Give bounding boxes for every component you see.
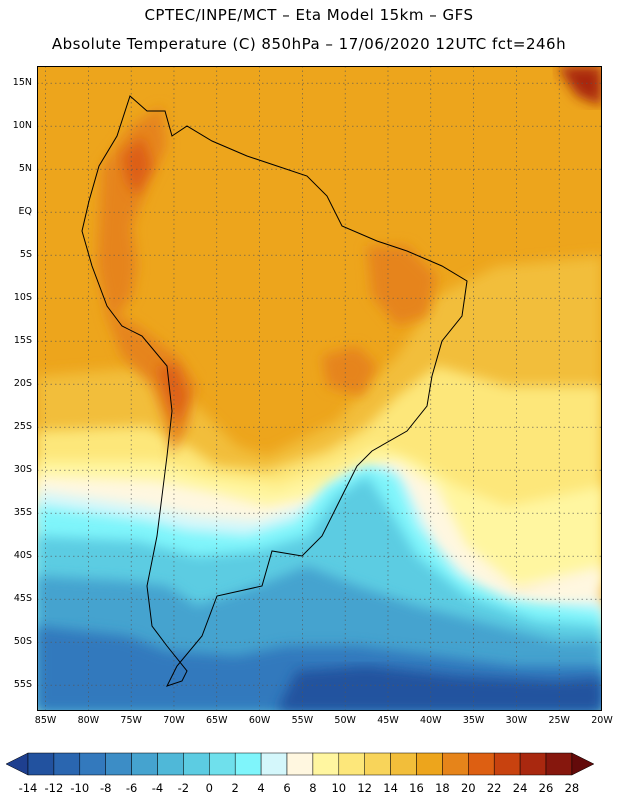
colorbar-tick-label: 0 [205,781,213,795]
map-title-line-2: Absolute Temperature (C) 850hPa – 17/06/… [51,35,567,53]
colorbar-swatch [131,752,158,776]
field-20-22-northeast [322,246,437,396]
lon-tick-label: 75W [120,715,142,726]
colorbar-tick-label: -14 [18,781,38,795]
colorbar-tick-label: 4 [257,781,265,795]
lon-tick-label: 40W [420,715,442,726]
lat-tick-label: 10S [13,292,32,304]
lon-tick-label: 70W [163,715,185,726]
colorbar-tick-label: 20 [460,781,476,795]
lat-tick-label: EQ [18,206,32,218]
colorbar-swatch [234,752,262,776]
colorbar-swatch [53,752,81,776]
colorbar-tick-label: 14 [383,781,398,795]
colorbar-tick-label: -4 [151,781,164,795]
colorbar-swatch [390,752,417,776]
colorbar-tick-label: 18 [435,781,450,795]
colorbar-tick-label: -10 [70,781,90,795]
lat-tick-label: 35S [13,507,32,519]
lat-tick-label: 55S [13,679,32,691]
colorbar-tick-label: 16 [409,781,424,795]
lon-tick-label: 65W [206,715,228,726]
colorbar-low-arrow [6,752,29,776]
lat-tick-label: 20S [13,378,32,390]
lat-tick-label: 15N [12,77,32,89]
colorbar-tick-label: 12 [357,781,372,795]
colorbar-swatch [183,752,210,776]
colorbar-swatch [493,752,521,776]
lat-tick-label: 45S [13,593,32,605]
colorbar-tick-label: -2 [177,781,190,795]
colorbar-swatch [519,752,547,776]
colorbar-tick-label: 24 [512,781,528,795]
colorbar-tick-label: -6 [125,781,138,795]
colorbar-swatch [286,752,314,776]
colorbar-swatch [468,752,495,776]
colorbar-tick-label: 22 [486,781,502,795]
south-america-coastline [81,95,468,687]
colorbar-swatch [209,752,236,776]
lat-tick-label: 5S [19,249,32,261]
lon-tick-label: 55W [291,715,314,726]
colorbar-high-arrow [571,752,595,776]
colorbar-swatch [27,752,55,776]
lon-tick-label: 50W [334,715,356,726]
colorbar-swatch [79,752,106,776]
colorbar-swatch [545,752,573,776]
lon-tick-label: 60W [248,715,271,726]
colorbar-tick-label: 2 [231,781,239,795]
colorbar-swatch [338,752,365,776]
colorbar-swatch [260,752,288,776]
colorbar-swatch [442,752,469,776]
lat-tick-label: 15S [13,335,32,347]
colorbar-tick-label: -8 [99,781,112,795]
map-title-line-1: CPTEC/INPE/MCT – Eta Model 15km – GFS [144,6,474,24]
colorbar-swatch [416,752,443,776]
lon-tick-label: 85W [34,715,57,726]
colorbar-swatch [157,752,184,776]
lon-tick-label: 35W [462,715,485,726]
field-22-24-andes [122,136,187,426]
lat-tick-label: 50S [13,636,32,648]
colorbar-swatch [105,752,132,776]
colorbar-tick-label: 8 [309,781,317,795]
lon-tick-label: 45W [377,715,399,726]
lat-tick-label: 10N [12,120,32,132]
temperature-colorbar [6,752,595,776]
lat-tick-label: 25S [13,421,32,433]
colorbar-tick-label: -12 [44,781,64,795]
colorbar-tick-label: 26 [538,781,554,795]
lon-tick-label: 30W [505,715,528,726]
lat-tick-label: 30S [13,464,32,476]
field-12-16-band [37,366,602,576]
temperature-map [37,66,602,711]
lat-tick-label: 5N [18,163,32,175]
lon-tick-label: 25W [548,715,570,726]
colorbar-tick-label: 10 [331,781,347,795]
colorbar-swatch [312,752,340,776]
colorbar-tick-label: 28 [564,781,580,795]
colorbar-swatch [364,752,391,776]
field-24-plus-corner [557,66,602,106]
colorbar-tick-label: 6 [283,781,291,795]
lon-tick-label: 20W [591,715,613,726]
lon-tick-label: 80W [77,715,100,726]
lat-tick-label: 40S [13,550,32,562]
field-neg12-neg8-cold [277,666,602,711]
